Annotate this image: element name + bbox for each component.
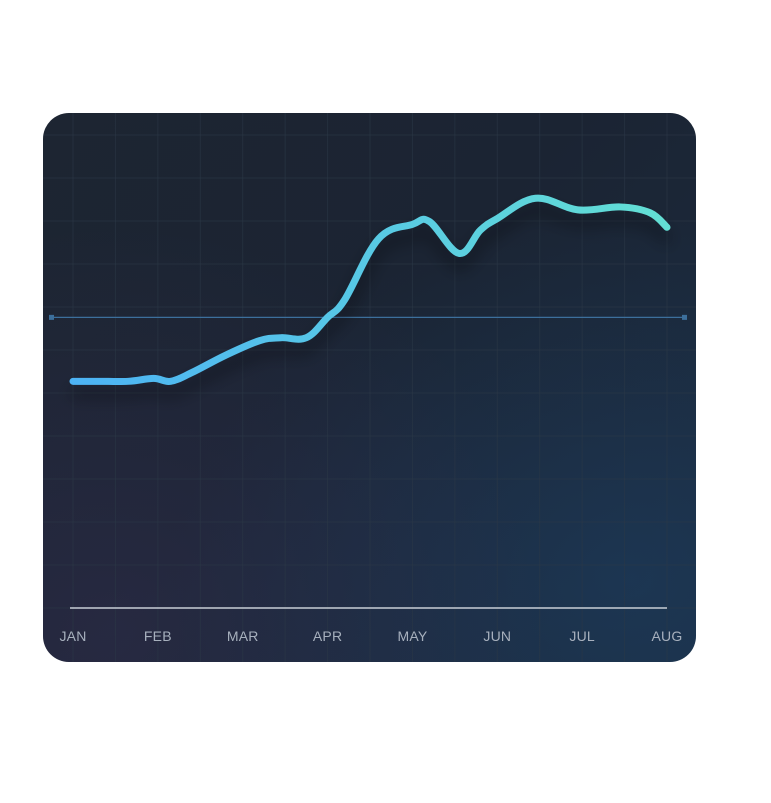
- x-tick-label: JAN: [59, 628, 87, 644]
- series-line: [69, 194, 671, 386]
- x-tick-label: MAY: [397, 628, 428, 644]
- x-tick-label: MAR: [226, 628, 259, 644]
- x-tick-label: APR: [312, 628, 343, 644]
- x-tick-label: JUN: [483, 628, 512, 644]
- reference-line-marker-left: [49, 314, 54, 320]
- x-tick-label: JUL: [569, 628, 595, 644]
- reference-line-marker-right: [682, 314, 687, 320]
- line-chart: [43, 113, 696, 662]
- grid-lines: [43, 113, 696, 662]
- x-tick-label: AUG: [651, 628, 683, 644]
- chart-card: [43, 113, 696, 662]
- x-tick-label: FEB: [143, 628, 172, 644]
